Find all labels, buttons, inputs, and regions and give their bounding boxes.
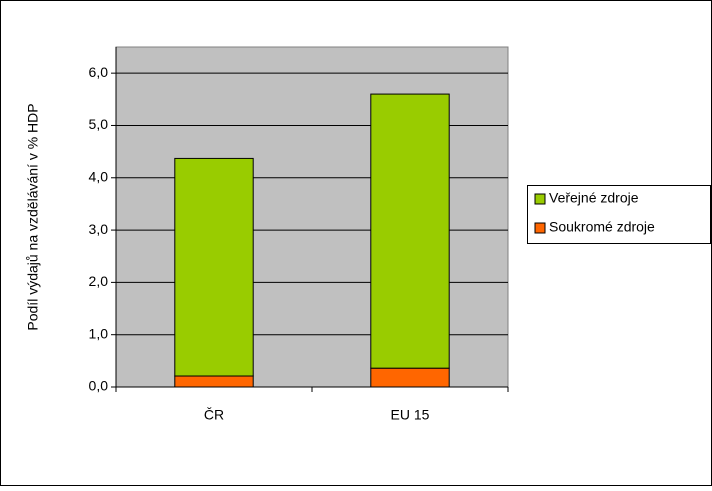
y-tick-label: 2,0 [89,273,109,289]
bar-segment [370,367,450,388]
legend-label: Veřejné zdroje [549,190,639,206]
y-tick-label: 6,0 [89,64,109,80]
y-tick-label: 4,0 [89,168,109,184]
x-tick-label: EU 15 [391,407,430,423]
bar-segment [174,157,254,377]
legend-swatch [534,193,546,205]
legend [527,185,711,244]
y-tick-label: 0,0 [89,378,109,394]
y-tick-label: 1,0 [89,325,109,341]
legend-label: Soukromé zdroje [549,219,655,235]
y-tick-label: 3,0 [89,221,109,237]
y-tick-label: 5,0 [89,116,109,132]
bar-segment [370,93,450,369]
x-tick-label: ČR [204,407,224,423]
legend-swatch [534,222,546,234]
y-axis-label: Podíl výdajů na vzdělávání v % HDP [25,103,41,330]
bar-segment [174,375,254,388]
